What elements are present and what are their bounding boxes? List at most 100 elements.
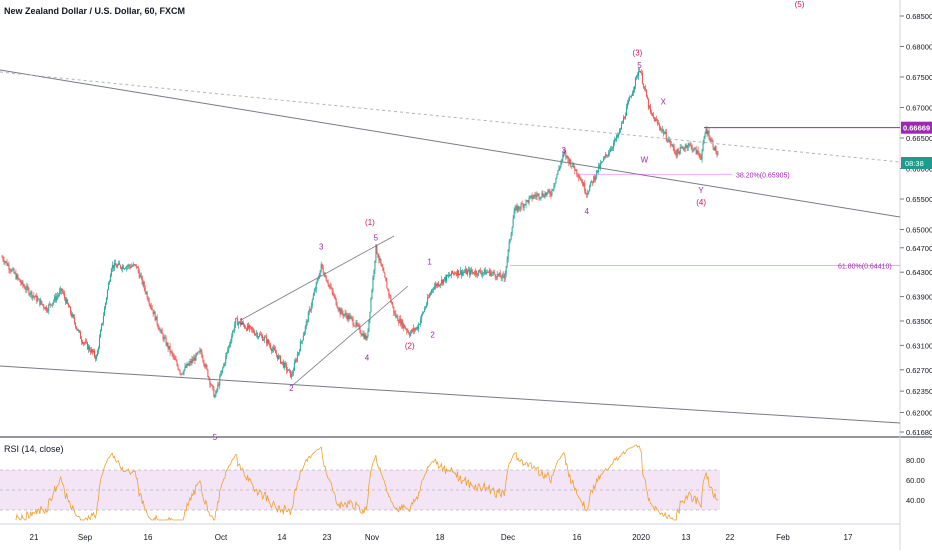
candle-body	[243, 322, 245, 326]
candle-body	[627, 103, 629, 108]
candle-body	[310, 305, 312, 311]
candle-body	[705, 128, 707, 135]
candle-body	[646, 96, 648, 100]
candle-body	[380, 258, 382, 265]
candle-body	[175, 359, 177, 361]
candle-body	[317, 278, 319, 280]
candle-body	[449, 275, 450, 276]
candle-body	[303, 331, 305, 336]
candle-body	[703, 137, 705, 143]
candle-body	[205, 365, 207, 368]
candle-body	[628, 97, 630, 101]
candle-body	[11, 269, 13, 272]
candle-body	[110, 268, 112, 276]
candle-body	[419, 324, 421, 326]
candle-body	[573, 163, 575, 168]
candle-body	[403, 324, 405, 328]
candle-body	[477, 270, 479, 276]
candle-body	[590, 181, 592, 187]
candle-body	[545, 193, 547, 195]
candle-body	[409, 333, 411, 336]
candle-body	[363, 333, 365, 339]
candle-body	[640, 72, 642, 74]
price-tick-label: 0.64700	[906, 244, 932, 253]
candle-body	[311, 299, 313, 306]
candle-body	[676, 149, 678, 157]
candle-body	[554, 183, 556, 186]
candle-body	[674, 151, 676, 153]
candle-body	[156, 316, 158, 325]
candle-body	[187, 363, 189, 366]
candle-body	[149, 304, 151, 306]
candle-body	[348, 314, 350, 320]
candle-body	[129, 266, 131, 268]
candle-body	[443, 279, 445, 284]
candle-body	[248, 324, 250, 329]
candle-body	[67, 299, 69, 304]
candle-body	[126, 266, 128, 268]
candle-body	[634, 77, 636, 87]
candle-body	[628, 100, 629, 104]
candle-body	[685, 145, 687, 148]
time-tick-label: Feb	[776, 533, 790, 542]
candle-body	[114, 262, 116, 266]
candle-body	[172, 353, 174, 357]
candle-body	[312, 295, 314, 300]
candle-body	[226, 352, 228, 356]
wave-label: 2	[289, 384, 294, 393]
candle-body	[390, 295, 392, 303]
candle-body	[524, 204, 526, 206]
candle-body	[222, 367, 224, 371]
candle-body	[638, 70, 640, 72]
candle-body	[167, 343, 169, 349]
candle-body	[497, 273, 499, 276]
candle-body	[323, 273, 325, 277]
candle-body	[355, 322, 357, 327]
candle-body	[399, 318, 401, 323]
candle-body	[707, 131, 709, 134]
candle-body	[159, 330, 161, 331]
candle-body	[290, 374, 292, 378]
candle-body	[353, 324, 355, 327]
candle-body	[618, 133, 620, 137]
candle-body	[283, 362, 285, 368]
candle-body	[325, 275, 327, 281]
candle-body	[63, 292, 65, 294]
candle-body	[677, 149, 679, 152]
candle-body	[630, 95, 632, 97]
candle-body	[178, 369, 180, 371]
wave-label: 5	[374, 233, 379, 242]
candle-body	[87, 342, 89, 350]
candle-body	[513, 210, 515, 219]
candle-body	[58, 294, 60, 296]
candle-body	[218, 384, 220, 386]
candle-body	[40, 300, 42, 305]
candle-body	[328, 285, 330, 286]
candle-body	[115, 265, 117, 268]
candle-body	[531, 195, 533, 199]
candle-body	[522, 204, 524, 208]
candle-body	[174, 357, 176, 360]
candle-body	[252, 329, 254, 331]
candle-body	[5, 261, 7, 263]
candle-body	[481, 273, 483, 275]
candle-body	[442, 279, 444, 284]
candle-body	[233, 330, 235, 332]
candle-body	[14, 272, 16, 274]
price-tick-label: 0.63900	[906, 293, 932, 302]
candle-body	[125, 266, 127, 269]
price-tick-label: 0.65500	[906, 195, 932, 204]
candle-body	[43, 304, 45, 308]
candle-body	[147, 298, 149, 302]
candle-body	[24, 286, 26, 290]
candle-body	[393, 306, 395, 313]
candle-body	[551, 189, 553, 196]
candle-body	[177, 365, 179, 370]
candle-body	[583, 183, 585, 186]
candle-body	[375, 244, 377, 261]
candle-body	[702, 142, 704, 151]
candle-body	[196, 353, 198, 355]
candle-body	[661, 129, 663, 131]
